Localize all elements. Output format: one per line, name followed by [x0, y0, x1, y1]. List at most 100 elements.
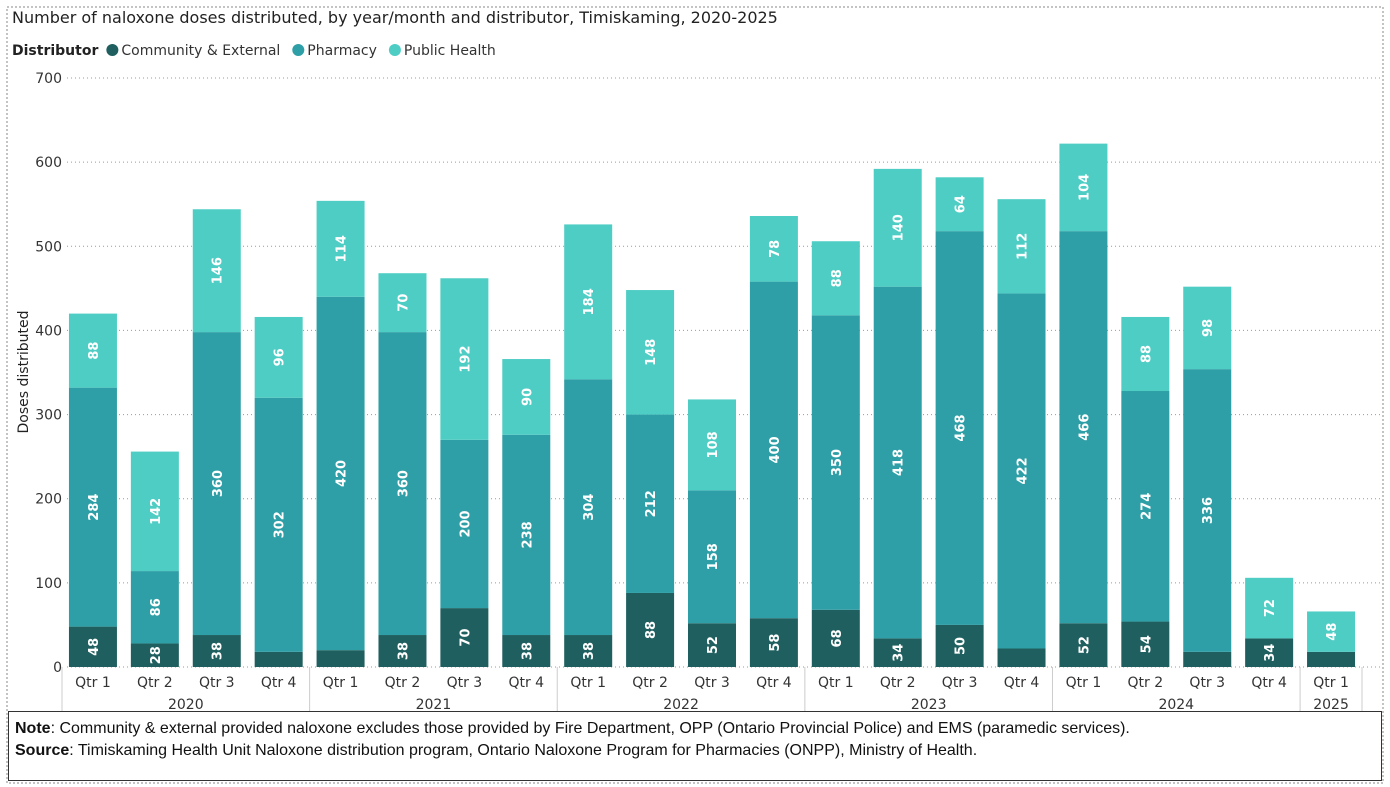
x-tick-label: Qtr 2 [1128, 675, 1164, 691]
bar-segment [564, 379, 613, 636]
bar-segment [68, 313, 117, 388]
y-tick-label: 400 [35, 323, 62, 339]
data-label: 360 [211, 470, 226, 497]
data-label: 184 [582, 288, 597, 315]
data-label: 468 [954, 414, 969, 441]
x-tick-label: Qtr 3 [199, 675, 235, 691]
data-label: 52 [1077, 636, 1092, 654]
bar-segment [502, 635, 551, 667]
data-label: 38 [520, 642, 535, 660]
bar-segment [1307, 611, 1356, 652]
bar-segment [378, 273, 427, 333]
x-tick-label: Qtr 3 [942, 675, 978, 691]
bar-segment [68, 626, 117, 667]
source-label: Source [15, 742, 70, 759]
bar-segment [1121, 316, 1170, 392]
x-tick-label: Qtr 2 [632, 675, 668, 691]
bar-segment [1183, 286, 1232, 370]
data-label: 112 [1016, 233, 1031, 260]
data-label: 142 [149, 498, 164, 525]
legend-label: Community & External [121, 43, 280, 59]
legend-marker [106, 44, 119, 56]
data-label: 28 [149, 646, 164, 664]
bar-segment [749, 618, 798, 667]
data-label: 48 [1325, 623, 1340, 641]
bar-segment [1245, 638, 1294, 667]
data-label: 336 [1201, 497, 1216, 524]
data-label: 108 [706, 431, 721, 458]
chart-title: Number of naloxone doses distributed, by… [12, 8, 778, 27]
bar-segment [192, 332, 241, 636]
bar-segment [502, 359, 551, 435]
bar-segment [935, 624, 984, 667]
data-label: 238 [520, 521, 535, 548]
legend-marker [388, 44, 401, 56]
bar-segment [873, 286, 922, 639]
x-tick-label: Qtr 4 [508, 675, 544, 691]
bar-segment [564, 224, 613, 380]
data-label: 38 [396, 642, 411, 660]
bar-segment [1059, 623, 1108, 667]
bar-segment [811, 241, 860, 316]
data-label: 48 [87, 638, 102, 656]
x-group-label: 2022 [663, 697, 699, 713]
bar-segment [192, 209, 241, 333]
bar-segment [1121, 391, 1170, 622]
data-label: 158 [706, 543, 721, 570]
bar-segment [254, 651, 303, 667]
x-tick-label: Qtr 3 [447, 675, 483, 691]
bar-segment [254, 316, 303, 398]
data-label: 72 [1263, 599, 1278, 617]
data-label: 114 [335, 235, 350, 262]
x-tick-label: Qtr 2 [880, 675, 916, 691]
bar-segment [935, 177, 984, 232]
data-label: 420 [335, 460, 350, 487]
data-label: 140 [892, 214, 907, 241]
data-label: 90 [520, 388, 535, 406]
data-label: 86 [149, 598, 164, 616]
bar-segment [1307, 651, 1356, 667]
x-tick-label: Qtr 4 [261, 675, 297, 691]
data-label: 38 [211, 642, 226, 660]
bar-segment [68, 387, 117, 627]
bar-segment [811, 315, 860, 610]
bar-segment [749, 281, 798, 619]
bar-segment [997, 199, 1046, 294]
bar-segment [873, 168, 922, 287]
bar-segment [688, 623, 736, 667]
bar-segment [440, 608, 489, 667]
data-label: 200 [458, 510, 473, 537]
legend-title: Distributor [12, 43, 98, 59]
x-tick-label: Qtr 3 [1189, 675, 1225, 691]
data-label: 54 [1139, 635, 1154, 653]
bar-segment [1121, 621, 1170, 667]
bar-segment [811, 609, 860, 667]
bar-segment [1183, 651, 1232, 667]
data-label: 274 [1139, 493, 1154, 520]
source: Source: Timiskaming Health Unit Naloxone… [15, 740, 1375, 762]
bar-segment [688, 490, 736, 624]
data-label: 350 [830, 449, 845, 476]
x-tick-label: Qtr 1 [1313, 675, 1349, 691]
bar-segment [873, 638, 922, 667]
y-tick-label: 0 [53, 660, 62, 676]
data-label: 70 [458, 629, 473, 647]
bar-segment [935, 231, 984, 625]
bar-segment [626, 290, 675, 415]
legend-marker [292, 44, 305, 56]
bar-segment [502, 434, 551, 636]
x-tick-label: Qtr 1 [323, 675, 359, 691]
bar-segment [378, 635, 427, 667]
y-tick-label: 600 [35, 155, 62, 171]
bar-segment [192, 635, 241, 667]
bar-segment [130, 643, 179, 667]
data-label: 304 [582, 494, 597, 521]
data-label: 88 [830, 269, 845, 287]
data-label: 302 [273, 511, 288, 538]
y-axis-title: Doses distributed [16, 311, 32, 434]
y-tick-label: 500 [35, 239, 62, 255]
bar-segment [564, 635, 613, 667]
data-label: 50 [954, 637, 969, 655]
